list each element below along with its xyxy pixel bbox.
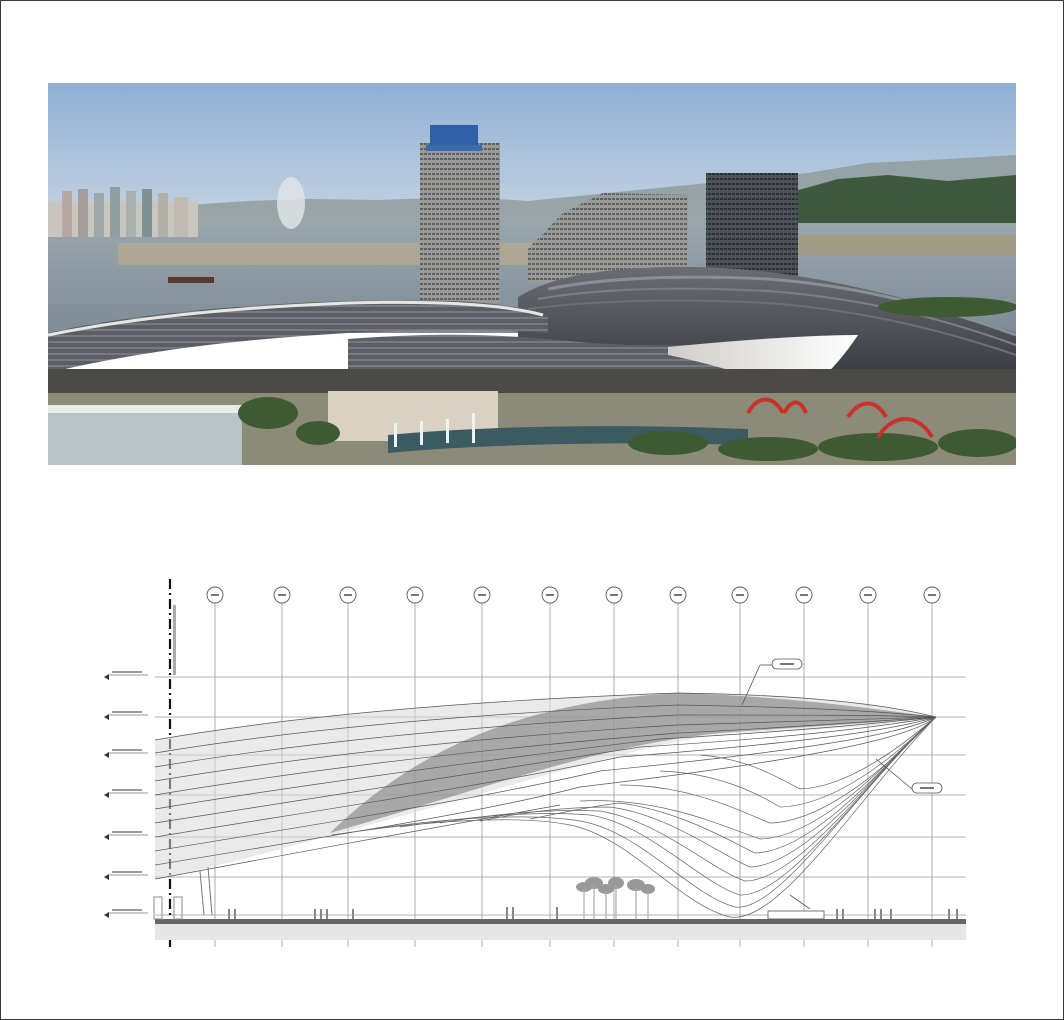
far-shoreline [118, 243, 578, 265]
red-arch-sculptures [746, 397, 934, 439]
aerial-photo-svg [48, 83, 1016, 465]
stepped-hotel-building [528, 193, 688, 283]
callout-lower [875, 758, 943, 794]
aerial-photo [48, 83, 1016, 465]
ground-vehicle-marker [767, 894, 825, 920]
cargo-boat [168, 277, 214, 283]
callout-upper [741, 658, 803, 706]
canopy-soffit-lines [331, 716, 937, 918]
steam-plume [277, 177, 305, 229]
ground-band [155, 924, 966, 940]
left-wing-roof [48, 300, 548, 373]
roof-envelope-shade [155, 693, 936, 879]
palm-trees [238, 297, 1016, 461]
cylindrical-tower [420, 125, 500, 303]
dark-tower [706, 173, 798, 279]
ground-slab [155, 919, 966, 924]
elevation-drawing-svg [104, 579, 966, 947]
elevation-drawing [100, 575, 970, 950]
entrance-columns [199, 866, 213, 916]
palm-tree-silhouettes [576, 877, 655, 919]
right-shoreline [798, 235, 1016, 255]
grid-axis-tags [206, 586, 941, 604]
scale-figures [153, 896, 958, 920]
axis-annotation [173, 605, 176, 675]
fountain-jets [394, 413, 475, 447]
level-markers [104, 671, 148, 918]
small-pavilion [48, 405, 242, 465]
grid-axis-tag-marks [211, 594, 936, 596]
roof-dark-band [330, 693, 936, 833]
distant-city-left [48, 187, 198, 237]
